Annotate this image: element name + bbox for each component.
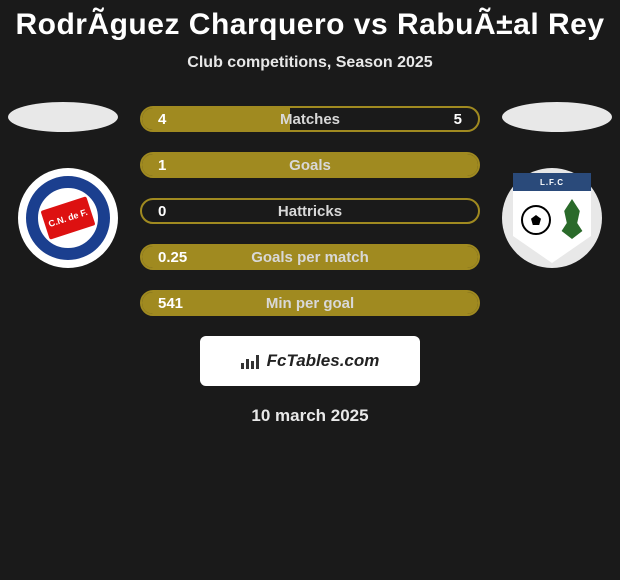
leaf-icon	[559, 199, 585, 239]
stat-value-left: 1	[158, 157, 166, 174]
stat-label: Goals	[289, 157, 331, 174]
club-badge-left: C.N. de F.	[18, 168, 118, 268]
club2-text: L.F.C	[513, 173, 591, 191]
stat-value-left: 0	[158, 203, 166, 220]
page-title: RodrÃ­guez Charquero vs RabuÃ±al Rey	[0, 8, 620, 42]
club1-text: C.N. de F.	[41, 196, 96, 239]
stat-label: Matches	[280, 111, 340, 128]
stat-label: Goals per match	[251, 249, 369, 266]
stat-value-right: 5	[454, 111, 462, 128]
nacional-crest-icon: C.N. de F.	[26, 176, 110, 260]
date-label: 10 march 2025	[0, 406, 620, 426]
brand-logo[interactable]: FcTables.com	[200, 336, 420, 386]
stat-bar-goals: 1 Goals	[140, 152, 480, 178]
player-silhouette-right	[502, 102, 612, 132]
stat-value-left: 4	[158, 111, 166, 128]
player-silhouette-left	[8, 102, 118, 132]
stat-bar-matches: 4 Matches 5	[140, 106, 480, 132]
liverpool-fc-crest-icon: L.F.C	[513, 173, 591, 263]
bar-chart-icon	[241, 353, 261, 369]
club-badge-right: L.F.C	[502, 168, 602, 268]
stat-bar-goals-per-match: 0.25 Goals per match	[140, 244, 480, 270]
comparison-content: C.N. de F. L.F.C 4 Matches 5 1 Goals 0 Hattric…	[0, 102, 620, 426]
brand-text: FcTables.com	[267, 351, 380, 371]
subtitle: Club competitions, Season 2025	[0, 54, 620, 72]
stat-bar-hattricks: 0 Hattricks	[140, 198, 480, 224]
ball-icon	[521, 205, 551, 235]
stat-bars: 4 Matches 5 1 Goals 0 Hattricks 0.25 Goals per m…	[140, 102, 480, 316]
stat-value-left: 541	[158, 295, 183, 312]
stat-value-left: 0.25	[158, 249, 187, 266]
stat-bar-min-per-goal: 541 Min per goal	[140, 290, 480, 316]
stat-label: Min per goal	[266, 295, 354, 312]
infographic-container: RodrÃ­guez Charquero vs RabuÃ±al Rey Clu…	[0, 0, 620, 580]
stat-label: Hattricks	[278, 203, 342, 220]
